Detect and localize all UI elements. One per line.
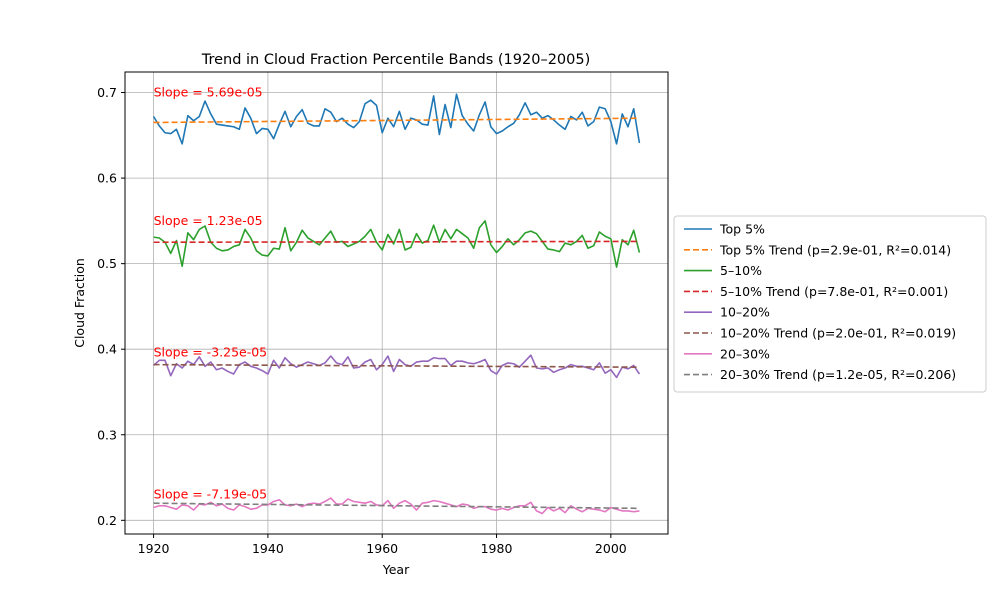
slope-annotation: Slope = 5.69e-05	[154, 85, 263, 100]
legend-label: Top 5% Trend (p=2.9e-01, R²=0.014)	[719, 242, 951, 257]
y-axis: 0.2 0.3 0.4 0.5 0.6 0.7	[97, 85, 125, 528]
y-tick-label: 0.3	[97, 427, 117, 442]
slope-annotation: Slope = -7.19e-05	[154, 487, 268, 502]
x-tick-label: 1960	[366, 541, 398, 556]
annotations: Slope = 5.69e-05 Slope = 1.23e-05 Slope = …	[154, 85, 268, 502]
y-tick-label: 0.5	[97, 256, 117, 271]
x-tick-label: 1940	[252, 541, 284, 556]
legend-label: Top 5%	[719, 222, 765, 237]
legend-label: 5–10% Trend (p=7.8e-01, R²=0.001)	[720, 284, 948, 299]
legend-label: 10–20%	[720, 305, 770, 320]
y-axis-label: Cloud Fraction	[72, 258, 87, 348]
y-tick-label: 0.6	[97, 171, 117, 186]
x-tick-label: 1920	[138, 541, 170, 556]
series-line-4	[153, 354, 641, 379]
legend-label: 20–30%	[720, 346, 770, 361]
series-line-6	[153, 497, 640, 515]
y-tick-label: 0.2	[97, 513, 117, 528]
x-axis-label: Year	[382, 562, 410, 577]
legend: Top 5% Top 5% Trend (p=2.9e-01, R²=0.014)…	[673, 215, 987, 393]
legend-label: 5–10%	[720, 263, 762, 278]
legend-label: 20–30% Trend (p=1.2e-05, R²=0.206)	[720, 367, 956, 382]
series-lines	[152, 93, 641, 515]
x-tick-label: 2000	[595, 541, 627, 556]
plot-area-frame	[124, 71, 669, 535]
slope-annotation: Slope = -3.25e-05	[154, 345, 268, 360]
slope-annotation: Slope = 1.23e-05	[154, 213, 263, 228]
x-axis: 1920 1940 1960 1980 2000	[138, 534, 627, 556]
series-line-2	[153, 220, 641, 268]
x-tick-label: 1980	[481, 541, 513, 556]
series-line-0	[152, 93, 641, 145]
y-tick-label: 0.7	[97, 85, 117, 100]
grid	[125, 72, 668, 534]
y-tick-label: 0.4	[97, 342, 117, 357]
series-line-3	[153, 240, 640, 244]
legend-label: 10–20% Trend (p=2.0e-01, R²=0.019)	[720, 326, 956, 341]
chart-title: Trend in Cloud Fraction Percentile Bands…	[201, 52, 591, 68]
legend-box	[673, 215, 987, 393]
